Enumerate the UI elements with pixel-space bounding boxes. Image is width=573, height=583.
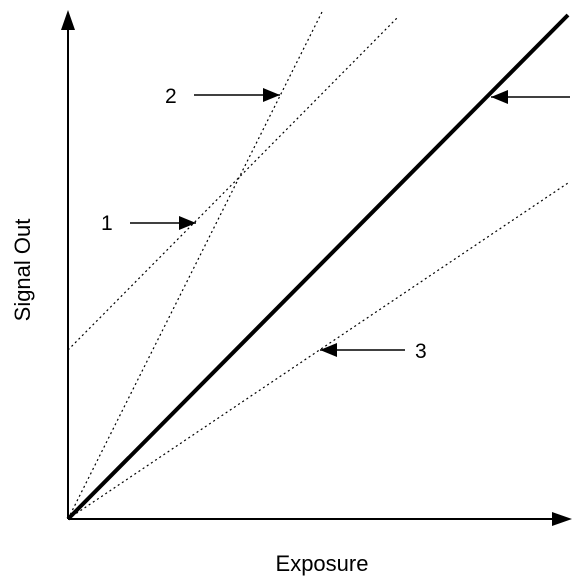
x-axis-arrowhead	[552, 512, 572, 526]
x-axis-label: Exposure	[276, 551, 369, 576]
y-axis-arrowhead	[61, 10, 75, 30]
reference-line	[66, 13, 570, 521]
line-2-steeper	[67, 11, 323, 520]
pointer-arrowhead-3	[320, 343, 337, 357]
pointer-arrows	[130, 88, 570, 357]
pointer-arrowhead-1	[179, 216, 196, 230]
y-axis-label: Signal Out	[10, 219, 35, 322]
marker-label-3: 3	[415, 340, 427, 363]
marker-label-1: 1	[101, 212, 113, 235]
line-3-shallower	[67, 182, 569, 520]
marker-label-2: 2	[165, 85, 177, 108]
axes	[61, 10, 572, 526]
line-1-offset	[67, 16, 399, 351]
labels: 1 2 3 Exposure Signal Out	[10, 85, 427, 576]
pointer-arrowhead-reference	[491, 90, 508, 104]
pointer-arrowhead-2	[263, 88, 280, 102]
response-lines	[66, 11, 570, 521]
